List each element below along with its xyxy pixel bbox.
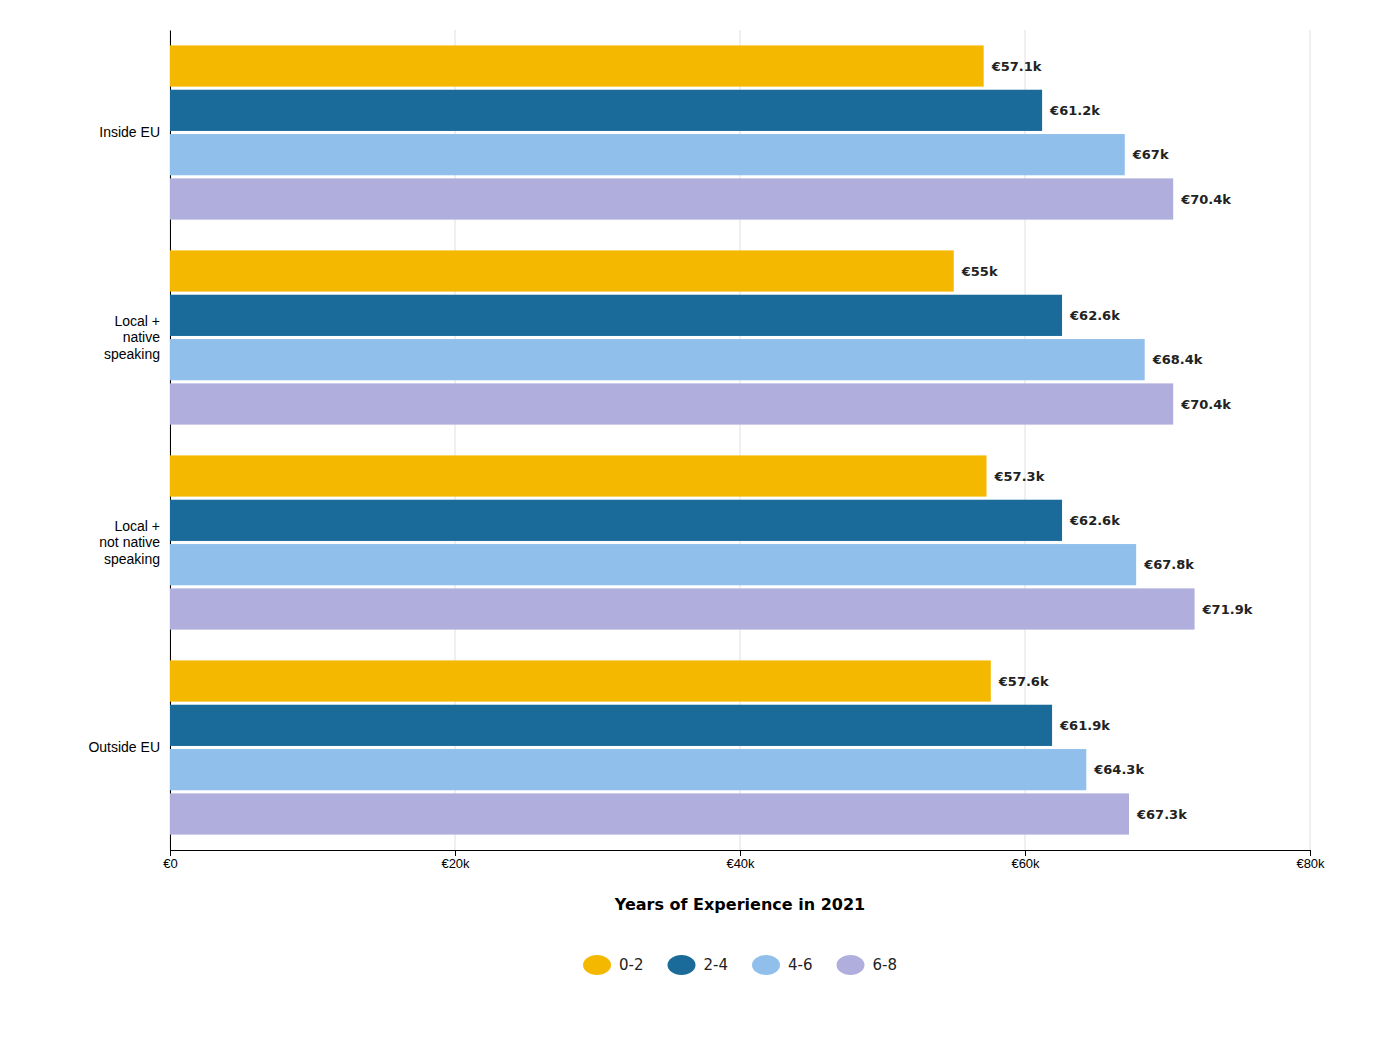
bar bbox=[170, 500, 1062, 541]
grid bbox=[170, 30, 1310, 850]
x-tick: €40k bbox=[726, 850, 755, 871]
bar bbox=[170, 660, 991, 701]
x-tick-label: €40k bbox=[726, 856, 755, 871]
x-tick-label: €20k bbox=[441, 856, 470, 871]
x-tick-label: €60k bbox=[1011, 856, 1040, 871]
bar bbox=[170, 178, 1173, 219]
grid-line bbox=[1310, 30, 1311, 850]
bar bbox=[170, 544, 1136, 585]
data-label: €57.1k bbox=[991, 59, 1042, 74]
y-tick-label-line: Outside EU bbox=[88, 739, 160, 755]
legend-item: 0-2 bbox=[583, 955, 644, 975]
x-tick-mark bbox=[740, 850, 741, 856]
bar bbox=[170, 749, 1086, 790]
bar bbox=[170, 339, 1145, 380]
y-tick-label: Local +nativespeaking bbox=[104, 313, 160, 363]
bar bbox=[170, 588, 1195, 629]
y-tick: Local +not nativespeaking bbox=[99, 518, 160, 568]
data-label: €57.3k bbox=[994, 469, 1045, 484]
x-tick: €80k bbox=[1296, 850, 1325, 871]
x-tick-mark bbox=[1025, 850, 1026, 856]
chart-svg: €0€20k€40k€60k€80kInside EULocal +native… bbox=[0, 0, 1400, 1040]
legend-swatch bbox=[668, 955, 696, 975]
data-label: €55k bbox=[961, 264, 998, 279]
series bbox=[170, 178, 1195, 834]
data-label: €70.4k bbox=[1180, 397, 1231, 412]
data-label: €62.6k bbox=[1069, 308, 1120, 323]
y-tick-label: Outside EU bbox=[88, 739, 160, 755]
data-label: €71.9k bbox=[1202, 602, 1253, 617]
data-label: €67.3k bbox=[1136, 807, 1187, 822]
y-tick-label-line: speaking bbox=[104, 346, 160, 362]
legend-label: 0-2 bbox=[619, 956, 644, 974]
x-tick-mark bbox=[455, 850, 456, 856]
bar bbox=[170, 250, 954, 291]
y-tick-label-line: not native bbox=[99, 534, 160, 550]
y-tick: Local +nativespeaking bbox=[104, 313, 160, 363]
legend-label: 2-4 bbox=[704, 956, 729, 974]
y-tick-label: Local +not nativespeaking bbox=[99, 518, 160, 568]
y-tick-label: Inside EU bbox=[99, 124, 160, 140]
y-tick-label-line: Inside EU bbox=[99, 124, 160, 140]
bar bbox=[170, 705, 1052, 746]
legend-swatch bbox=[583, 955, 611, 975]
y-tick-label-line: speaking bbox=[104, 551, 160, 567]
chart-container: €0€20k€40k€60k€80kInside EULocal +native… bbox=[0, 0, 1400, 1040]
x-tick-mark bbox=[170, 850, 171, 856]
x-axis-title: Years of Experience in 2021 bbox=[614, 895, 865, 914]
legend-swatch bbox=[837, 955, 865, 975]
data-label: €61.2k bbox=[1049, 103, 1100, 118]
x-axis: €0 €20k €40k €60k €80k bbox=[163, 850, 1325, 871]
data-label: €67k bbox=[1132, 147, 1169, 162]
data-labels: €57.1k €55k €57.3k €57.6k €61.2k €62.6k €62.6k… bbox=[961, 59, 1253, 822]
y-tick: Inside EU bbox=[99, 124, 160, 140]
y-axis: Inside EULocal +nativespeakingLocal +not… bbox=[88, 31, 170, 851]
bar bbox=[170, 134, 1125, 175]
y-tick-label-line: Local + bbox=[114, 518, 160, 534]
bar bbox=[170, 90, 1042, 131]
bar bbox=[170, 793, 1129, 834]
y-tick-label-line: native bbox=[123, 329, 161, 345]
bars bbox=[170, 45, 1195, 834]
bar bbox=[170, 455, 987, 496]
legend-item: 6-8 bbox=[837, 955, 898, 975]
x-tick: €60k bbox=[1011, 850, 1040, 871]
x-tick-mark bbox=[1310, 850, 1311, 856]
y-tick: Outside EU bbox=[88, 739, 160, 755]
data-label: €67.8k bbox=[1143, 557, 1194, 572]
plot: €0€20k€40k€60k€80kInside EULocal +native… bbox=[88, 30, 1325, 975]
bar bbox=[170, 383, 1173, 424]
x-tick-label: €0 bbox=[163, 856, 177, 871]
bar bbox=[170, 45, 984, 86]
data-label: €68.4k bbox=[1152, 352, 1203, 367]
x-axis-line bbox=[171, 851, 1311, 857]
data-label: €61.9k bbox=[1059, 718, 1110, 733]
data-label: €64.3k bbox=[1093, 762, 1144, 777]
legend-item: 2-4 bbox=[668, 955, 729, 975]
y-tick-label-line: Local + bbox=[114, 313, 160, 329]
legend-item: 4-6 bbox=[752, 955, 813, 975]
data-label: €62.6k bbox=[1069, 513, 1120, 528]
x-tick: €20k bbox=[441, 850, 470, 871]
x-tick-label: €80k bbox=[1296, 856, 1325, 871]
legend-label: 4-6 bbox=[788, 956, 813, 974]
series bbox=[170, 134, 1145, 790]
data-label: €57.6k bbox=[998, 674, 1049, 689]
legend: 0-2 2-4 4-6 6-8 bbox=[583, 955, 897, 975]
data-label: €70.4k bbox=[1180, 192, 1231, 207]
legend-swatch bbox=[752, 955, 780, 975]
legend-label: 6-8 bbox=[873, 956, 898, 974]
bar bbox=[170, 295, 1062, 336]
x-tick: €0 bbox=[163, 850, 177, 871]
